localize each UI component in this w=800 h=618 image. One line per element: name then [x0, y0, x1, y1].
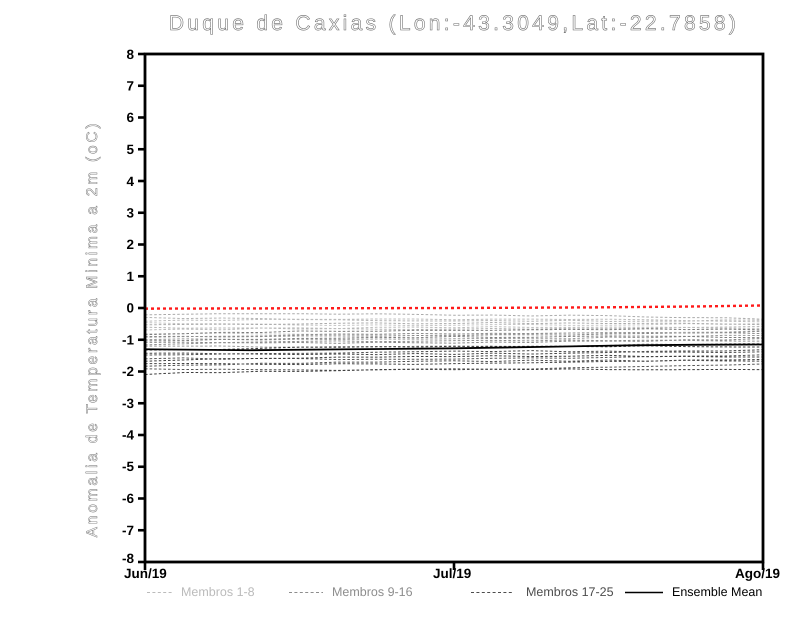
svg-text:-5: -5 [122, 459, 134, 474]
svg-text:0: 0 [126, 301, 134, 316]
svg-text:2: 2 [126, 237, 134, 252]
svg-text:Jun/19: Jun/19 [124, 566, 167, 581]
svg-text:-7: -7 [122, 523, 134, 538]
svg-text:-2: -2 [122, 364, 134, 379]
svg-text:5: 5 [126, 142, 134, 157]
svg-text:Anomalia de Temperatura Minima: Anomalia de Temperatura Minima a 2m (oC) [84, 121, 101, 538]
svg-text:1: 1 [126, 269, 134, 284]
svg-text:Jul/19: Jul/19 [433, 566, 471, 581]
svg-text:Ago/19: Ago/19 [735, 566, 780, 581]
svg-text:Duque de Caxias (Lon:-43.3049,: Duque de Caxias (Lon:-43.3049,Lat:-22.78… [169, 12, 739, 35]
svg-text:3: 3 [126, 206, 134, 221]
svg-text:Membros 9-16: Membros 9-16 [332, 585, 413, 599]
svg-text:Ensemble Mean: Ensemble Mean [672, 585, 762, 599]
svg-text:-8: -8 [122, 551, 134, 566]
svg-text:6: 6 [126, 110, 134, 125]
svg-text:-6: -6 [122, 491, 134, 506]
svg-text:Membros 1-8: Membros 1-8 [181, 585, 255, 599]
svg-text:8: 8 [126, 47, 134, 62]
svg-text:Membros 17-25: Membros 17-25 [526, 585, 614, 599]
svg-text:-4: -4 [122, 428, 134, 443]
svg-text:7: 7 [126, 79, 134, 94]
svg-text:-3: -3 [122, 396, 134, 411]
svg-text:4: 4 [126, 174, 134, 189]
svg-text:-1: -1 [122, 333, 134, 348]
